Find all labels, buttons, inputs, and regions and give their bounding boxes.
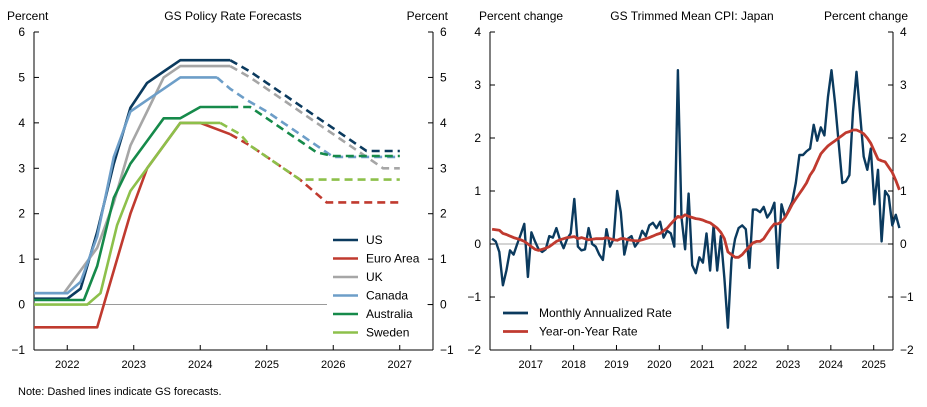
y-tick-label-right: 2 bbox=[900, 131, 907, 145]
y-tick-label-right: 4 bbox=[900, 25, 907, 39]
x-tick-label: 2025 bbox=[861, 359, 885, 371]
series-forecast-line-canada bbox=[216, 76, 400, 159]
legend-label: Canada bbox=[366, 289, 408, 303]
left-chart-title: GS Policy Rate Forecasts bbox=[164, 9, 301, 23]
y-tick-label-right: −1 bbox=[900, 290, 914, 304]
left-chart-ylabel-right: Percent bbox=[407, 9, 449, 23]
y-tick-label-left: −1 bbox=[11, 343, 25, 357]
y-tick-label-left: 2 bbox=[474, 131, 481, 145]
series-line-canada bbox=[34, 76, 217, 295]
y-tick-label-left: 6 bbox=[18, 25, 25, 39]
y-tick-label-left: 0 bbox=[474, 237, 481, 251]
y-tick-label-right: 6 bbox=[440, 25, 447, 39]
legend-label: UK bbox=[366, 270, 383, 284]
y-tick-label-right: 3 bbox=[440, 161, 447, 175]
legend-label: Year-on-Year Rate bbox=[539, 325, 638, 339]
left-legend-background bbox=[327, 229, 427, 344]
series-line-year-on-year-rate bbox=[491, 128, 901, 259]
left-axes: −1 −1 0 0 1 1 2 2 3 3 4 4 5 5 6 6 2022 2023 2024 2025 2026 20… bbox=[11, 25, 454, 371]
series-line-australia bbox=[34, 105, 231, 302]
right-chart-title: GS Trimmed Mean CPI: Japan bbox=[610, 9, 773, 23]
series-line-uk bbox=[34, 64, 231, 295]
y-tick-label-left: 4 bbox=[474, 25, 481, 39]
series-forecast-line-sweden bbox=[219, 121, 400, 181]
y-tick-label-right: 0 bbox=[900, 237, 907, 251]
y-tick-label-left: 1 bbox=[18, 252, 25, 266]
policy-rate-chart: GS Policy Rate Forecasts Percent Percent… bbox=[7, 9, 454, 371]
series-line-us bbox=[34, 58, 231, 301]
x-tick-label: 2022 bbox=[55, 359, 79, 371]
series-line-sweden bbox=[34, 121, 221, 306]
x-tick-label: 2024 bbox=[819, 359, 843, 371]
y-tick-label-left: −1 bbox=[467, 290, 481, 304]
y-tick-label-right: −2 bbox=[900, 343, 914, 357]
japan-cpi-chart: GS Trimmed Mean CPI: Japan Percent chang… bbox=[467, 9, 914, 371]
y-tick-label-right: 0 bbox=[440, 298, 447, 312]
right-series-group bbox=[491, 68, 901, 329]
x-tick-label: 2018 bbox=[561, 359, 585, 371]
x-tick-label: 2025 bbox=[255, 359, 279, 371]
y-tick-label-left: −2 bbox=[467, 343, 481, 357]
y-tick-label-right: 3 bbox=[900, 78, 907, 92]
y-tick-label-left: 2 bbox=[18, 207, 25, 221]
y-tick-label-right: 1 bbox=[900, 184, 907, 198]
x-tick-label: 2027 bbox=[388, 359, 412, 371]
y-tick-label-left: 1 bbox=[474, 184, 481, 198]
y-tick-label-right: 5 bbox=[440, 70, 447, 84]
x-tick-label: 2017 bbox=[518, 359, 542, 371]
legend-label: Australia bbox=[366, 307, 413, 321]
legend-label: Sweden bbox=[366, 326, 409, 340]
legend-label: US bbox=[366, 233, 383, 247]
legend-label: Monthly Annualized Rate bbox=[539, 306, 672, 320]
y-tick-label-right: −1 bbox=[440, 343, 454, 357]
x-tick-label: 2024 bbox=[188, 359, 212, 371]
x-tick-label: 2022 bbox=[733, 359, 757, 371]
y-tick-label-left: 3 bbox=[474, 78, 481, 92]
x-tick-label: 2023 bbox=[776, 359, 800, 371]
y-tick-label-left: 3 bbox=[18, 161, 25, 175]
x-tick-label: 2026 bbox=[321, 359, 345, 371]
series-forecast-line-australia bbox=[230, 105, 400, 158]
footnote: Note: Dashed lines indicate GS forecasts… bbox=[18, 386, 222, 398]
y-tick-label-left: 4 bbox=[18, 116, 25, 130]
right-chart-ylabel-left: Percent change bbox=[479, 9, 563, 23]
x-tick-label: 2020 bbox=[647, 359, 671, 371]
series-line-euro-area bbox=[34, 121, 231, 329]
right-chart-ylabel-right: Percent change bbox=[824, 9, 908, 23]
series-line-monthly-annualized-rate bbox=[491, 68, 901, 329]
y-tick-label-left: 5 bbox=[18, 70, 25, 84]
y-tick-label-right: 2 bbox=[440, 207, 447, 221]
right-legend: Monthly Annualized Rate Year-on-Year Rate bbox=[503, 306, 672, 339]
series-forecast-line-us bbox=[229, 59, 400, 153]
y-tick-label-left: 0 bbox=[18, 298, 25, 312]
x-tick-label: 2019 bbox=[604, 359, 628, 371]
x-tick-label: 2023 bbox=[122, 359, 146, 371]
y-tick-label-right: 1 bbox=[440, 252, 447, 266]
series-forecast-line-uk bbox=[229, 64, 400, 170]
right-axes: −2 −2 −1 −1 0 0 1 1 2 2 3 3 4 4 2017 2018 2019 2020 2021 20… bbox=[467, 25, 914, 371]
x-tick-label: 2021 bbox=[690, 359, 714, 371]
legend-label: Euro Area bbox=[366, 252, 420, 266]
left-legend: US Euro Area UK Canada Australia Sweden bbox=[327, 229, 427, 344]
left-chart-ylabel-left: Percent bbox=[7, 9, 49, 23]
left-series-group bbox=[34, 58, 400, 329]
y-tick-label-right: 4 bbox=[440, 116, 447, 130]
